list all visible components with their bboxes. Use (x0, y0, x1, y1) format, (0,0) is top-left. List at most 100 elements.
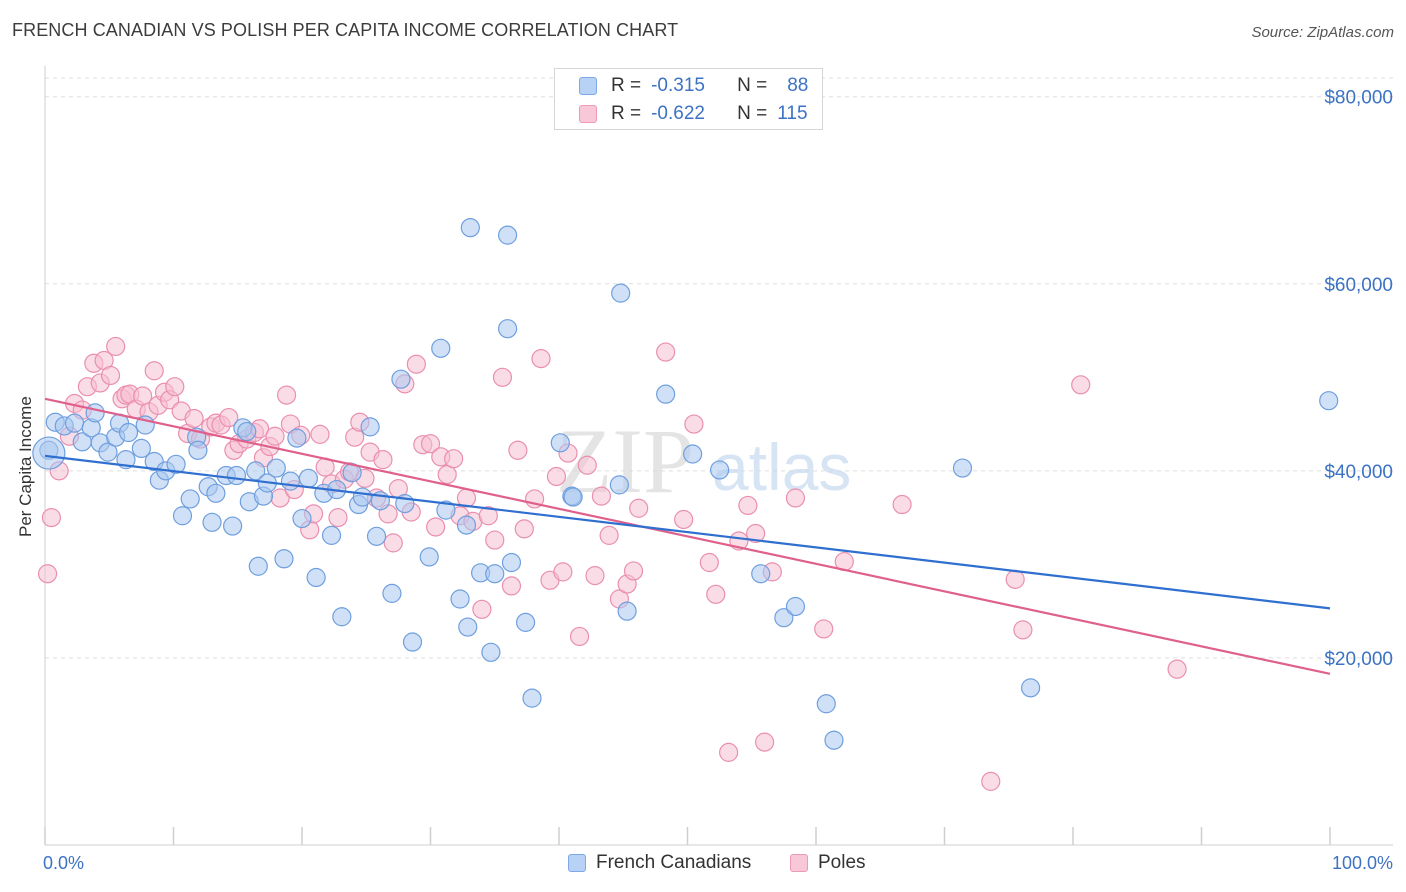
data-point (492, 367, 513, 387)
data-point (498, 319, 518, 339)
data-point (460, 218, 480, 238)
data-point (1167, 659, 1187, 679)
data-point (599, 525, 619, 545)
data-point (531, 349, 551, 369)
legend-label-poles: Poles (818, 852, 866, 873)
y-axis-label: Per Capita Income (16, 396, 35, 537)
data-point (133, 386, 153, 406)
data-point (472, 599, 492, 619)
data-point (816, 694, 836, 714)
data-point (481, 642, 501, 662)
data-point (515, 612, 536, 632)
chart-title: FRENCH CANADIAN VS POLISH PER CAPITA INC… (12, 20, 679, 40)
data-point (629, 498, 649, 518)
data-point (501, 576, 522, 596)
y-tick-labels: $20,000 $40,000 $60,000 $80,000 (1324, 88, 1393, 670)
data-point (226, 465, 247, 486)
data-point (1071, 375, 1091, 395)
data-point (265, 426, 285, 446)
data-point (436, 500, 456, 520)
data-point (719, 742, 739, 762)
data-point (352, 487, 372, 507)
legend-swatch-blue (579, 77, 597, 95)
data-point (706, 584, 726, 604)
data-point (223, 516, 243, 536)
data-point (37, 564, 58, 584)
data-point (274, 549, 294, 569)
data-point (426, 517, 446, 537)
data-point (248, 556, 268, 576)
data-point (611, 283, 631, 303)
data-point (360, 417, 380, 437)
data-point (501, 552, 522, 573)
data-point (553, 562, 573, 582)
data-point (406, 354, 426, 374)
data-point (310, 424, 330, 444)
data-point (458, 617, 478, 637)
data-point (577, 455, 597, 475)
data-point (952, 458, 973, 478)
data-point (563, 487, 583, 507)
data-point (485, 530, 505, 550)
legend-n-value: 115 (777, 103, 808, 124)
poles-points (37, 336, 1187, 791)
data-point-large (32, 436, 66, 470)
french-canadians-points (32, 218, 1339, 750)
legend-n-label: N = (737, 75, 768, 96)
data-point (166, 454, 186, 474)
data-point (623, 561, 644, 581)
data-point (321, 525, 342, 545)
data-point (219, 407, 239, 428)
series-legend: French Canadians Poles (0, 852, 1406, 876)
data-point (546, 466, 567, 487)
data-point (100, 365, 121, 386)
data-point (382, 583, 402, 603)
data-point (366, 526, 387, 546)
x-tick-label: 100.0% (1332, 853, 1393, 873)
legend-item-poles: Poles (790, 852, 866, 874)
data-point (328, 508, 348, 528)
data-point (106, 336, 126, 357)
data-point (383, 533, 403, 553)
data-point (332, 607, 352, 627)
data-point (1005, 569, 1025, 589)
data-point (591, 486, 612, 506)
data-point (656, 342, 676, 362)
data-point (98, 442, 118, 462)
data-point (456, 515, 477, 535)
source-credit: Source: ZipAtlas.com (1251, 24, 1394, 41)
data-point (1319, 391, 1339, 411)
data-point (41, 508, 62, 528)
data-point (437, 464, 457, 485)
y-tick-label: $40,000 (1324, 462, 1393, 483)
legend-item-french-canadians: French Canadians (568, 852, 751, 874)
y-tick-label: $60,000 (1324, 275, 1393, 296)
y-tick-label: $80,000 (1324, 88, 1393, 109)
legend-row-french-canadians: R = -0.315 N = 88 (579, 75, 808, 97)
data-point (674, 509, 694, 530)
data-point (402, 632, 423, 652)
legend-swatch-pink (790, 854, 808, 872)
data-point (85, 403, 105, 423)
data-point (751, 564, 771, 584)
legend-swatch-blue (568, 854, 586, 872)
data-point (824, 730, 844, 750)
legend-label-french-canadians: French Canadians (596, 852, 752, 873)
gridlines (45, 77, 1393, 659)
data-point (485, 564, 505, 584)
data-point (144, 361, 164, 381)
data-point (450, 589, 470, 609)
trend-lines (44, 397, 1331, 675)
data-point (699, 552, 719, 573)
data-point (431, 338, 451, 358)
data-point (292, 508, 312, 529)
data-point (609, 475, 629, 495)
legend-r-label: R = (611, 103, 642, 124)
data-point (785, 488, 806, 508)
legend-r-value: -0.622 (651, 103, 705, 124)
data-point (206, 483, 226, 503)
y-tick-label: $20,000 (1324, 649, 1393, 670)
legend-r-value: -0.315 (651, 75, 705, 96)
data-point (585, 566, 605, 586)
